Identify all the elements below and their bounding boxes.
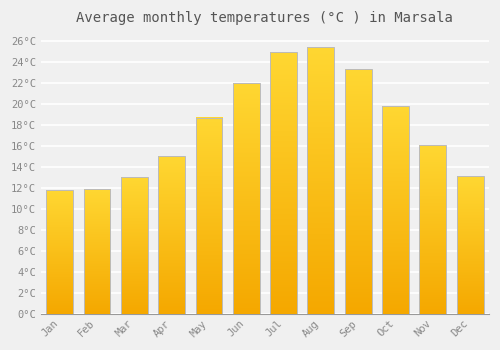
Bar bbox=[308, 47, 334, 314]
Bar bbox=[270, 52, 297, 314]
Bar bbox=[196, 118, 222, 314]
Bar bbox=[382, 106, 409, 314]
Bar bbox=[46, 190, 73, 314]
Bar bbox=[457, 176, 483, 314]
Bar bbox=[420, 145, 446, 314]
Bar bbox=[345, 69, 372, 314]
Title: Average monthly temperatures (°C ) in Marsala: Average monthly temperatures (°C ) in Ma… bbox=[76, 11, 454, 25]
Bar bbox=[121, 177, 148, 314]
Bar bbox=[233, 83, 260, 314]
Bar bbox=[84, 189, 110, 314]
Bar bbox=[158, 156, 185, 314]
